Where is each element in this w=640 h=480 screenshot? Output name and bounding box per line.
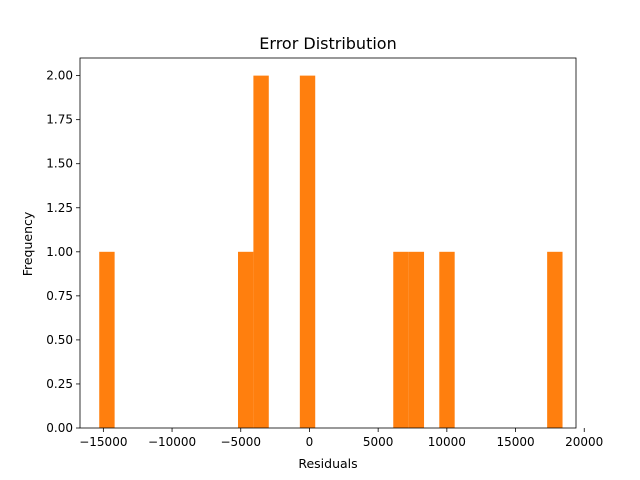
x-tick-label-5: 10000: [428, 435, 466, 449]
x-axis-ticks: −15000 −10000 −5000 0 5000 10000 15000 20000: [79, 428, 603, 449]
histogram-bar-2: [253, 75, 269, 428]
y-tick-label-7: 1.75: [46, 113, 73, 127]
histogram-bar-6: [439, 251, 455, 428]
bars-group: [99, 75, 563, 428]
x-tick-label-6: 15000: [496, 435, 534, 449]
histogram-bar-0: [99, 251, 115, 428]
histogram-bar-4: [393, 251, 409, 428]
y-tick-label-0: 0.00: [46, 421, 73, 435]
x-tick-label-1: −10000: [148, 435, 196, 449]
histogram-bar-3: [299, 75, 316, 428]
x-tick-label-0: −15000: [79, 435, 127, 449]
y-axis-ticks: 0.00 0.25 0.50 0.75 1.00 1.25 1.50 1.75 2.00: [46, 69, 80, 435]
x-tick-label-2: −5000: [220, 435, 261, 449]
y-tick-label-5: 1.25: [46, 201, 73, 215]
y-tick-label-1: 0.25: [46, 377, 73, 391]
histogram-bar-1: [238, 251, 254, 428]
plot-area-frame: [79, 57, 577, 429]
y-tick-label-3: 0.75: [46, 289, 73, 303]
chart-title: Error Distribution: [259, 34, 396, 53]
x-tick-label-4: 5000: [363, 435, 394, 449]
histogram-bar-7: [547, 251, 563, 428]
y-tick-label-2: 0.50: [46, 333, 73, 347]
x-tick-label-3: 0: [306, 435, 314, 449]
histogram-bar-5: [408, 251, 425, 428]
x-axis-label: Residuals: [298, 456, 357, 471]
y-tick-label-6: 1.50: [46, 157, 73, 171]
y-tick-label-8: 2.00: [46, 69, 73, 83]
x-tick-label-7: 20000: [565, 435, 603, 449]
y-axis-label: Frequency: [20, 211, 35, 276]
y-tick-label-4: 1.00: [46, 245, 73, 259]
